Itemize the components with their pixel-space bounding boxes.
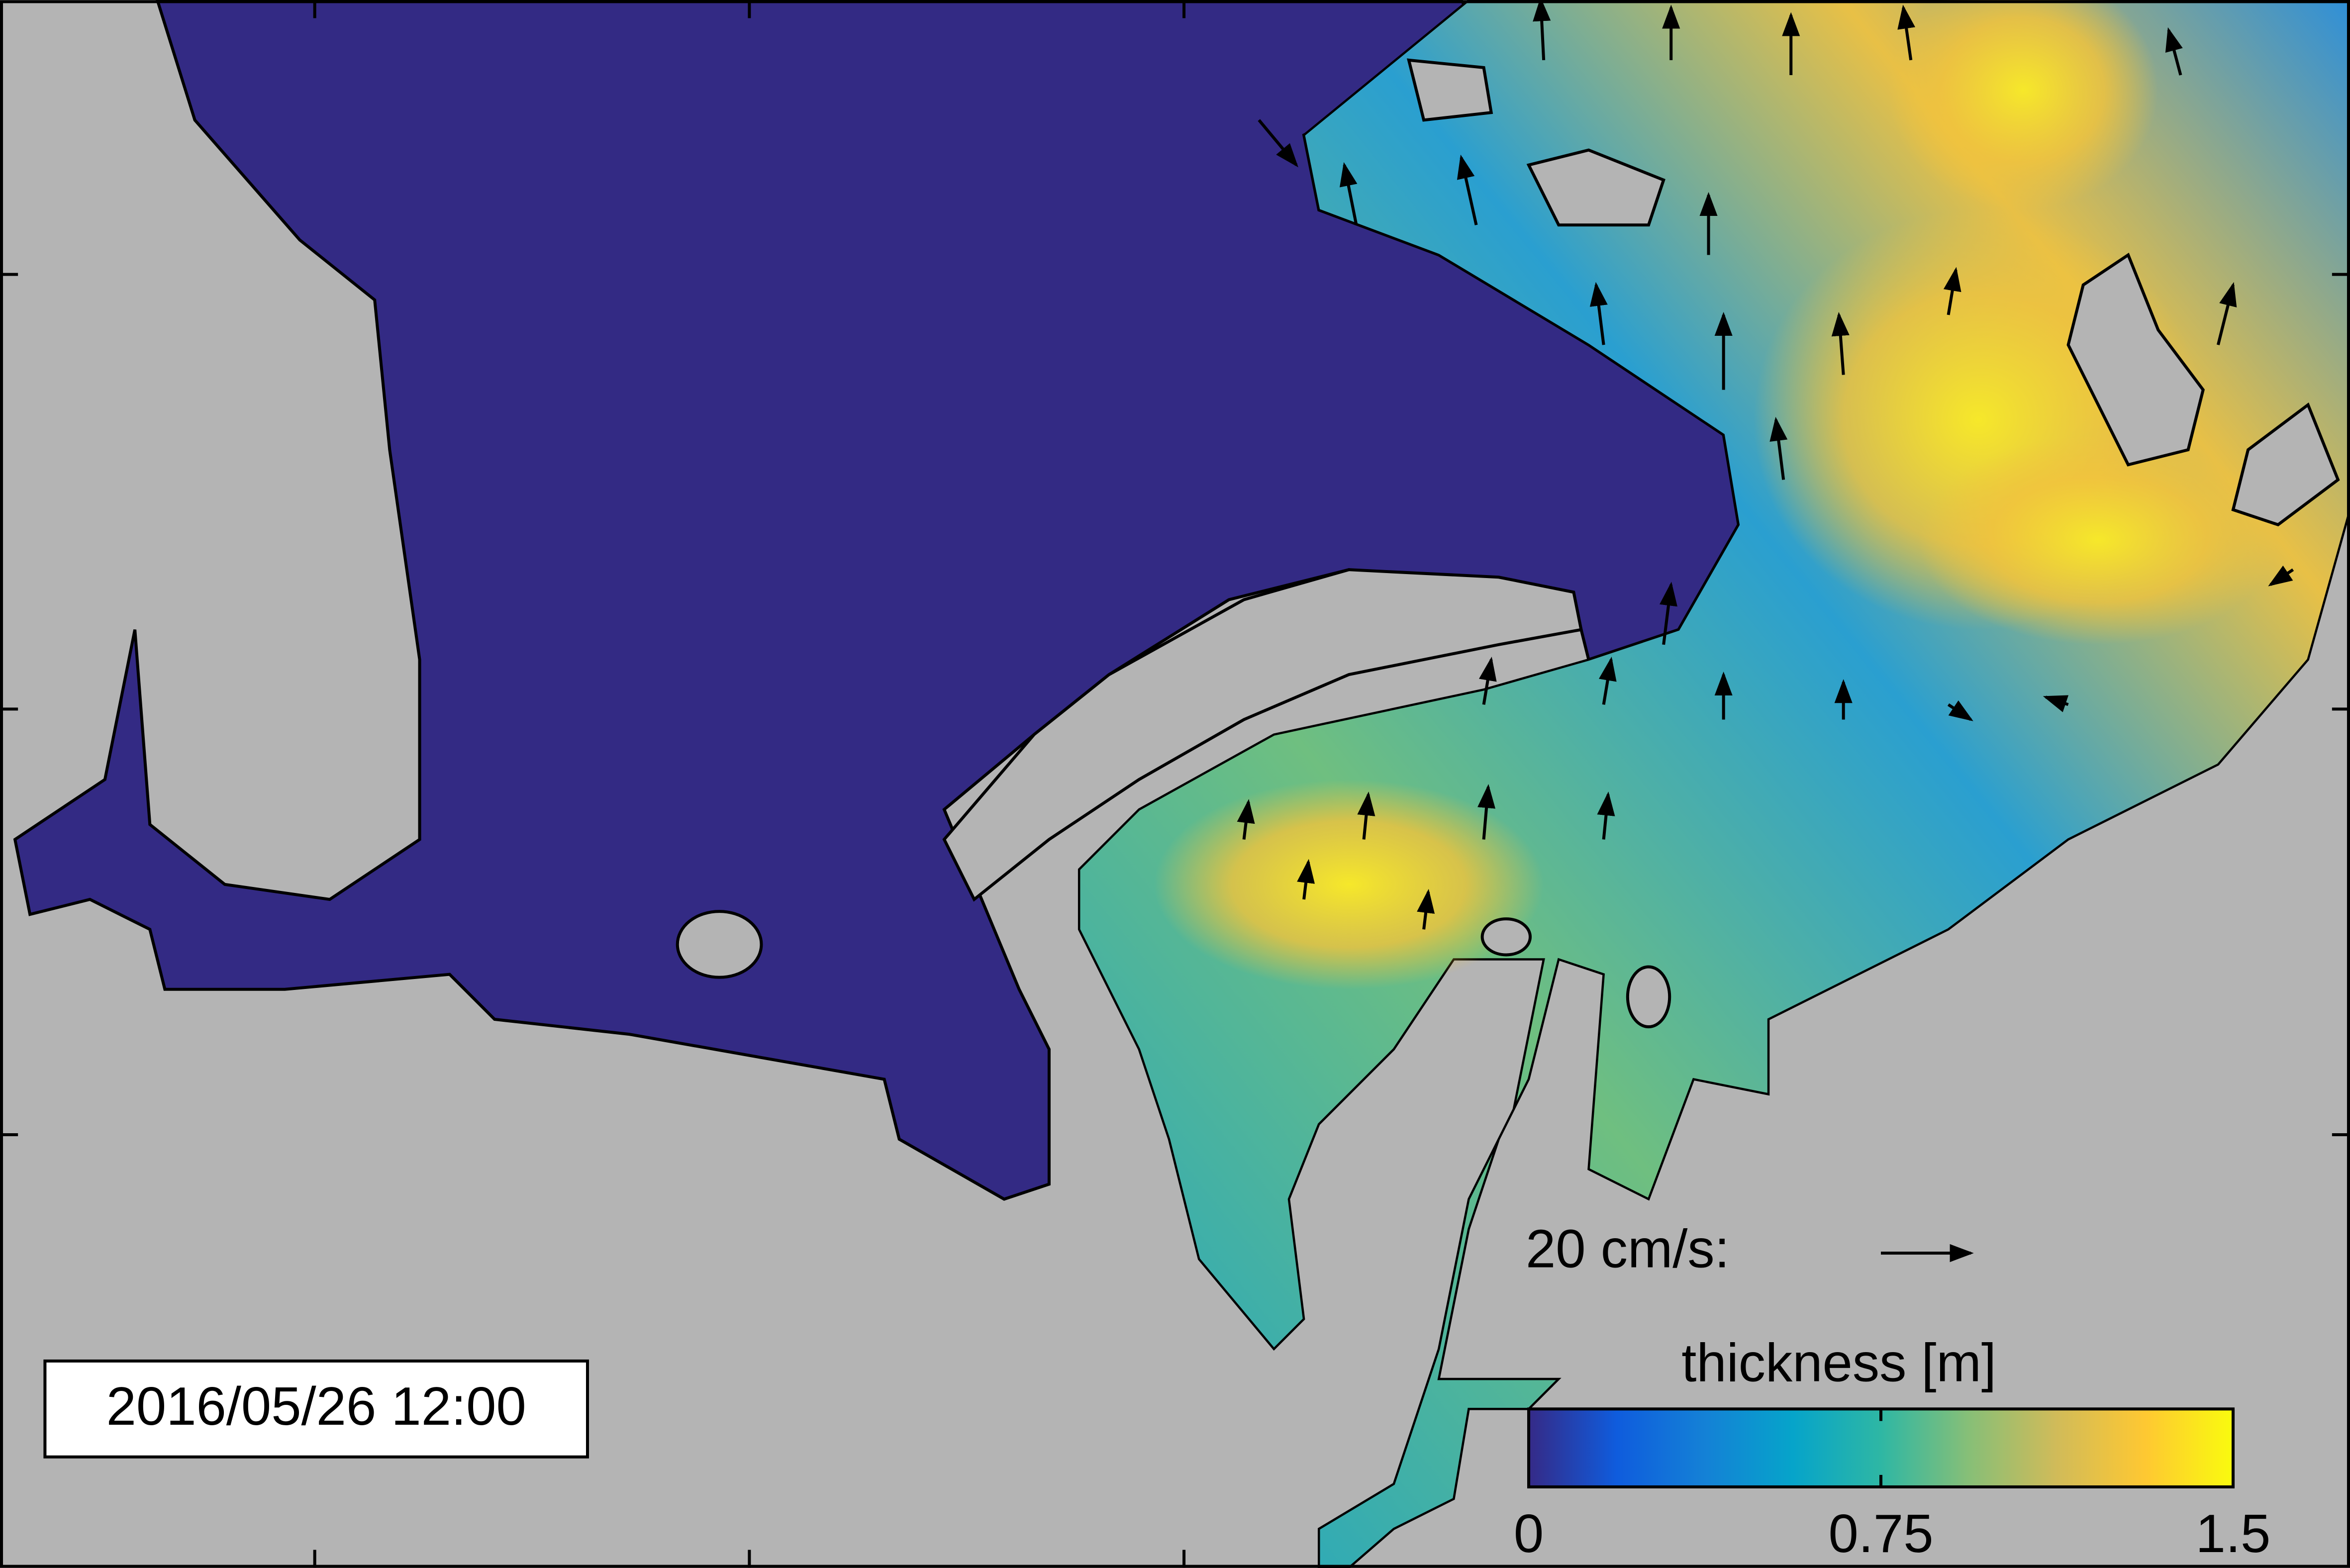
peninsula xyxy=(942,568,1583,902)
velocity-arrow xyxy=(1598,656,1617,705)
island xyxy=(676,910,763,979)
velocity-arrow xyxy=(1237,799,1255,840)
island xyxy=(2066,252,2205,467)
velocity-arrow xyxy=(1597,791,1615,840)
thick-ice xyxy=(1154,779,1544,989)
velocity-arrow xyxy=(1947,700,1973,721)
thick-ice xyxy=(1918,435,2278,645)
colorbar-tick-label: 1.5 xyxy=(2196,1503,2271,1564)
velocity-arrow xyxy=(1943,267,1961,315)
velocity-arrows xyxy=(1237,0,2294,930)
velocity-arrow xyxy=(1831,311,1850,375)
island xyxy=(1526,148,1665,227)
velocity-arrow xyxy=(1478,656,1497,705)
velocity-arrow xyxy=(2268,565,2294,587)
colorbar-label: thickness [m] xyxy=(1681,1333,1996,1393)
velocity-arrow xyxy=(1297,859,1315,900)
island xyxy=(1626,965,1671,1029)
velocity-arrow xyxy=(1357,791,1375,840)
timestamp: 2016/05/26 12:00 xyxy=(106,1376,526,1436)
velocity-arrow xyxy=(2043,695,2069,712)
island xyxy=(1480,917,1532,957)
colorbar-tick-label: 0.75 xyxy=(1828,1503,1933,1564)
velocity-arrow xyxy=(1533,0,1551,60)
thick-ice xyxy=(1888,0,2158,210)
velocity-arrow xyxy=(1417,888,1435,930)
timestamp-box xyxy=(43,1359,589,1459)
velocity-scale-label: 20 cm/s: xyxy=(1526,1219,1730,1279)
velocity-arrow xyxy=(2165,27,2183,76)
velocity-arrow xyxy=(1258,119,1298,168)
velocity-arrow xyxy=(2216,282,2237,345)
velocity-arrow xyxy=(1477,784,1496,840)
velocity-arrow xyxy=(1457,154,1478,225)
colorbar-tick-label: 0 xyxy=(1514,1503,1544,1564)
velocity-arrow xyxy=(1897,4,1916,61)
island xyxy=(2231,402,2340,527)
velocity-arrow xyxy=(1339,162,1358,225)
velocity-arrow xyxy=(1769,416,1788,480)
velocity-arrow xyxy=(1589,282,1608,345)
velocity-arrow xyxy=(1660,582,1677,645)
island xyxy=(1407,58,1493,122)
colorbar-ticks: 0 0.75 1.5 xyxy=(1514,1409,2271,1564)
